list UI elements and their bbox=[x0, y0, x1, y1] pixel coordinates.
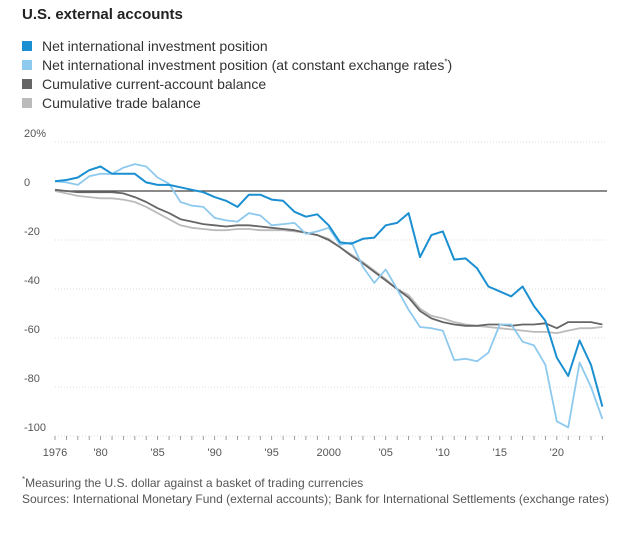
series-line-niip-constant bbox=[54, 163, 604, 429]
legend-label-niip: Net international investment position bbox=[42, 37, 268, 54]
legend-item-current-account: Cumulative current-account balance bbox=[22, 74, 452, 93]
legend-label-trade-balance: Cumulative trade balance bbox=[42, 94, 201, 111]
line-chart: 20% 0 -20 -40 -60 -80 -100 1976 '80 '85 '90 '95 2000… bbox=[24, 128, 607, 459]
x-tick-label: 1976 bbox=[43, 447, 67, 459]
y-tick-label: -20 bbox=[24, 226, 40, 238]
legend: Net international investment position Ne… bbox=[22, 36, 452, 112]
legend-label-niip-constant: Net international investment position (a… bbox=[42, 56, 453, 73]
footnote-sources: Sources: International Monetary Fund (ex… bbox=[22, 492, 609, 506]
x-tick-label: '10 bbox=[436, 447, 450, 459]
legend-item-trade-balance: Cumulative trade balance bbox=[22, 93, 452, 112]
x-tick-label: '20 bbox=[550, 447, 564, 459]
x-tick-label: '85 bbox=[150, 447, 164, 459]
y-tick-label: 0 bbox=[24, 177, 30, 189]
legend-item-niip: Net international investment position bbox=[22, 36, 452, 55]
series-line-trade-balance bbox=[54, 190, 603, 335]
legend-swatch-niip-constant bbox=[22, 59, 32, 70]
y-tick-label: -60 bbox=[24, 324, 40, 336]
legend-swatch-niip bbox=[22, 40, 32, 51]
chart-title: U.S. external accounts bbox=[22, 6, 183, 23]
y-tick-label: -80 bbox=[24, 373, 40, 385]
series-line-current-account bbox=[54, 188, 603, 330]
footnote-note: *Measuring the U.S. dollar against a bas… bbox=[22, 475, 364, 490]
x-tick-label: '80 bbox=[93, 447, 107, 459]
y-tick-label: -40 bbox=[24, 275, 40, 287]
legend-swatch-current-account bbox=[22, 78, 32, 89]
y-tick-label: -100 bbox=[24, 422, 46, 434]
legend-item-niip-constant: Net international investment position (a… bbox=[22, 55, 452, 74]
legend-swatch-trade-balance bbox=[22, 97, 32, 108]
x-tick-label: 2000 bbox=[316, 447, 340, 459]
x-tick-label: '90 bbox=[207, 447, 221, 459]
x-tick-label: '95 bbox=[265, 447, 279, 459]
x-tick-label: '15 bbox=[493, 447, 507, 459]
series-line-niip bbox=[54, 165, 604, 407]
x-tick-label: '05 bbox=[379, 447, 393, 459]
footnote: *Measuring the U.S. dollar against a bas… bbox=[22, 472, 612, 507]
y-tick-label: 20% bbox=[24, 128, 46, 140]
legend-footnote-marker: * bbox=[444, 56, 448, 66]
legend-label-current-account: Cumulative current-account balance bbox=[42, 75, 267, 92]
